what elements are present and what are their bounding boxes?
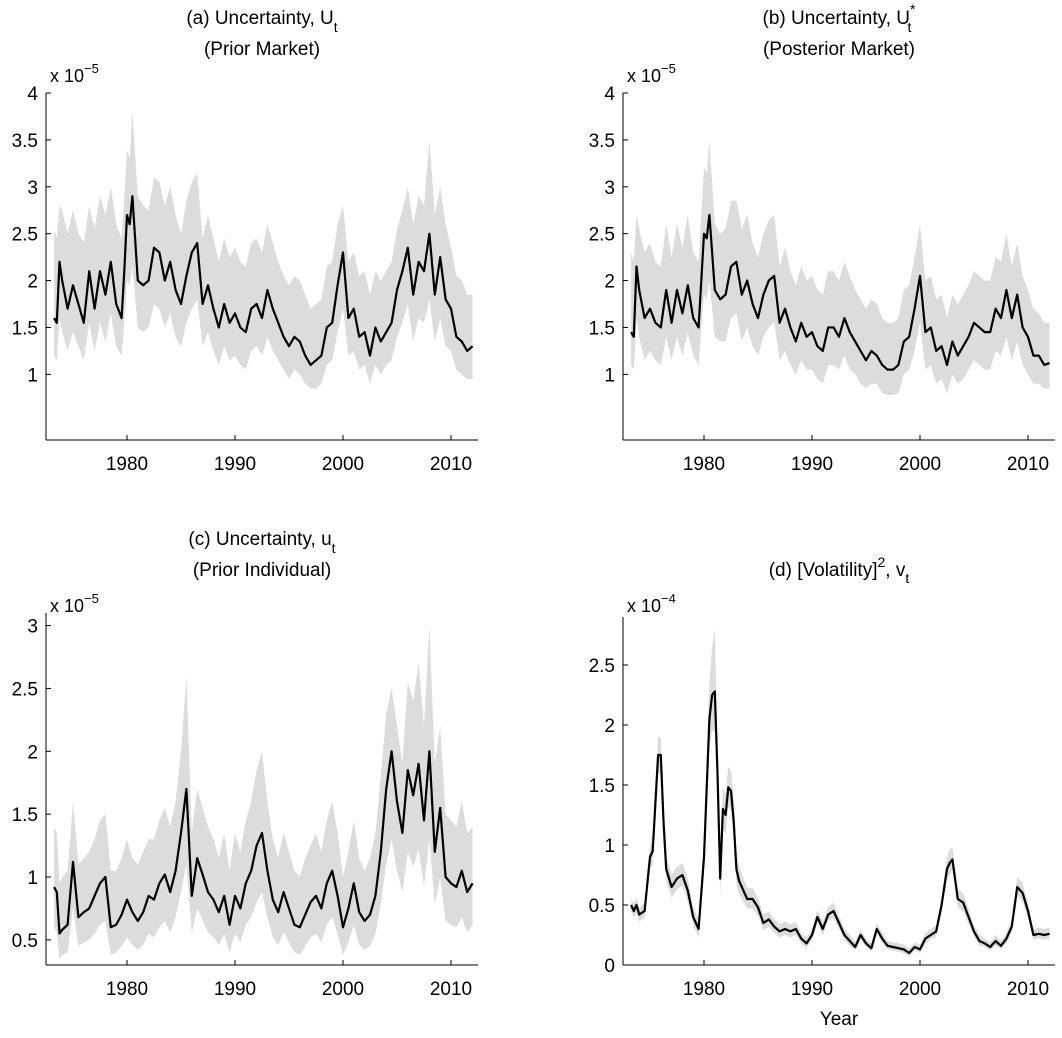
confidence-band: [631, 139, 1050, 395]
x-tick-label: 1990: [791, 979, 833, 1000]
x-tick-label: 1980: [106, 454, 148, 475]
y-tick-label: 1.5: [12, 318, 38, 339]
axis-multiplier: x 10−5: [627, 61, 676, 86]
y-tick-label: 0: [604, 956, 615, 977]
y-tick-label: 2.5: [12, 679, 38, 700]
y-tick-label: 2: [604, 272, 615, 293]
chart-panel-1: 1 1.5 2 2.5 3 3.5 4 1980 1990 2000 2010 (b) Uncerta…: [589, 1, 1055, 475]
series-line: [53, 195, 474, 367]
chart-subtitle: (Prior Individual): [193, 560, 331, 581]
y-tick-label: 2: [27, 742, 38, 763]
x-tick-label: 2010: [1007, 979, 1049, 1000]
y-tick-label: 1.5: [589, 776, 615, 797]
chart-panel-0: 1 1.5 2 2.5 3 3.5 4 1980 1990 2000 2010 (a) Uncerta…: [12, 8, 478, 475]
series-line: [630, 213, 1050, 371]
y-tick-label: 3: [27, 178, 38, 199]
x-tick-label: 2000: [322, 454, 364, 475]
confidence-band: [54, 625, 473, 959]
confidence-band: [54, 111, 473, 389]
y-tick-label: 1: [27, 868, 38, 889]
chart-panel-2: 0.5 1 1.5 2 2.5 3 1980 1990 2000 2010 (c) Uncertai…: [12, 529, 478, 1000]
x-tick-label: 2010: [1007, 454, 1049, 475]
y-tick-label: 3.5: [589, 131, 615, 152]
x-axis-label: Year: [820, 1009, 859, 1030]
chart-title: (d) [Volatility]2, vt: [769, 554, 910, 586]
x-tick-label: 1990: [791, 454, 833, 475]
y-tick-label: 3.5: [12, 131, 38, 152]
chart-title: (a) Uncertainty, Ut: [186, 8, 337, 35]
x-tick-label: 2000: [322, 979, 364, 1000]
y-tick-label: 2: [27, 272, 38, 293]
y-tick-label: 2.5: [589, 656, 615, 677]
y-tick-label: 1.5: [589, 318, 615, 339]
confidence-band: [631, 629, 1050, 957]
axis-multiplier: x 10−5: [50, 61, 99, 86]
x-tick-label: 1980: [683, 454, 725, 475]
y-tick-label: 0.5: [12, 931, 38, 952]
series-line: [53, 750, 474, 935]
y-tick-label: 1: [604, 836, 615, 857]
x-tick-label: 2000: [899, 454, 941, 475]
x-tick-label: 2010: [430, 454, 472, 475]
y-tick-label: 4: [27, 84, 38, 105]
chart-subtitle: (Prior Market): [204, 39, 320, 60]
chart-panel-3: 0 0.5 1 1.5 2 2.5 1980 1990 2000 2010 (d) [Volatil…: [589, 554, 1055, 1030]
y-tick-label: 3: [27, 617, 38, 638]
x-tick-label: 2010: [430, 979, 472, 1000]
y-tick-label: 3: [604, 178, 615, 199]
chart-subtitle: (Posterior Market): [763, 39, 915, 60]
axis-multiplier: x 10−5: [50, 591, 99, 616]
y-tick-label: 2.5: [12, 225, 38, 246]
y-tick-label: 1: [27, 365, 38, 386]
x-tick-label: 2000: [899, 979, 941, 1000]
x-tick-label: 1980: [683, 979, 725, 1000]
y-tick-label: 1.5: [12, 805, 38, 826]
axis-multiplier: x 10−4: [627, 591, 676, 616]
x-tick-label: 1990: [214, 454, 256, 475]
y-tick-label: 4: [604, 84, 615, 105]
x-tick-label: 1990: [214, 979, 256, 1000]
y-tick-label: 2.5: [589, 225, 615, 246]
chart-title: (b) Uncertainty, U* t: [763, 1, 916, 35]
chart-title: (c) Uncertainty, ut: [188, 529, 335, 556]
series-line: [630, 690, 1050, 955]
x-tick-label: 1980: [106, 979, 148, 1000]
y-tick-label: 0.5: [589, 896, 615, 917]
y-tick-label: 1: [604, 365, 615, 386]
y-tick-label: 2: [604, 716, 615, 737]
